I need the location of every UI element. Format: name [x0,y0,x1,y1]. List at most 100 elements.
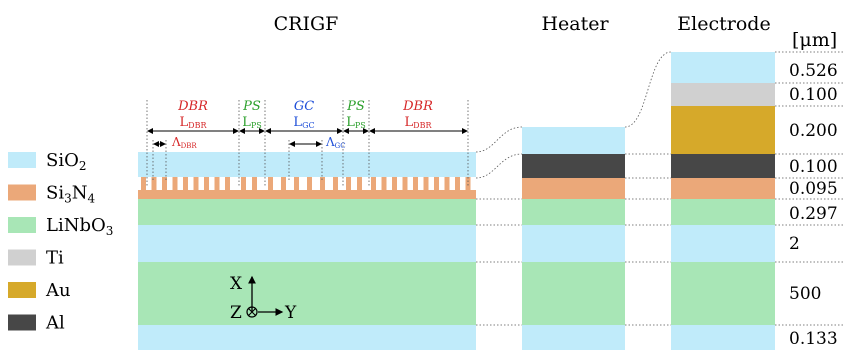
grating-tooth [307,177,312,191]
legend-swatch-al [8,314,36,331]
legend-swatch-si3n4 [8,184,36,201]
electrode-stack [671,52,775,350]
thickness-labels: 0.526 0.100 0.200 0.100 0.095 0.297 2 50… [789,61,838,349]
section-ps-left-length: LPS [242,115,262,130]
crigf-linbo3-substrate [138,262,476,325]
heater-sio2-bottom [522,325,625,350]
legend-label-al: Al [45,313,65,334]
grating-tooth [141,177,146,191]
legend-label-linbo3: LiNbO3 [46,215,113,238]
crigf-sio2-box [138,225,476,262]
period-gc-label: ΛGC [325,135,346,150]
thickness-sio2-top: 0.526 [789,61,838,81]
heater-title: Heater [541,13,609,35]
legend-label-sio2: SiO2 [46,150,87,173]
legend-swatch-sio2 [8,152,36,168]
heater-si3n4-layer [522,178,625,199]
grating-tooth [151,177,157,191]
heater-sio2-top [522,127,625,154]
grating-tooth [402,177,408,191]
legend-label-si3n4: Si3N4 [46,183,95,206]
thickness-linbo3-substrate: 500 [789,284,821,304]
electrode-sio2-bottom [671,325,775,350]
z-axis-out-icon [246,306,258,318]
layer-connector-lines [146,51,845,326]
electrode-sio2-top [671,52,775,83]
period-dbr-label: ΛDBR [171,135,197,150]
unit-label: [μm] [792,29,837,51]
crigf-title: CRIGF [274,13,339,35]
legend-label-au: Au [45,280,71,301]
grating-tooth [281,177,286,191]
electrode-au-layer [671,106,775,154]
grating-tooth [413,177,418,191]
section-ps-left-name: PS [242,99,261,114]
grating-tooth [381,177,387,191]
thickness-al: 0.100 [789,157,838,177]
legend-label-ti: Ti [46,248,64,269]
section-dbr-right-length: LDBR [405,115,433,130]
legend-swatch-ti [8,249,36,266]
crigf-sio2-cladding [138,152,476,177]
grating-tooth [172,177,178,191]
grating-tooth [225,177,230,191]
grating-tooth [444,177,450,191]
grating-tooth [241,177,246,191]
grating-tooth [294,177,299,191]
grating-tooth [357,177,362,191]
heater-al-layer [522,154,625,178]
section-dbr-left-name: DBR [177,99,208,114]
thickness-sio2-bottom: 0.133 [789,329,838,349]
axis-x-label: X [230,274,243,294]
coordinate-axes: X Z Y [230,274,297,323]
thickness-ti: 0.100 [789,85,838,105]
crigf-sio2-bottom [138,325,476,350]
electrode-al-layer [671,154,775,178]
electrode-linbo3-film [671,199,775,225]
electrode-linbo3-substrate [671,262,775,325]
heater-linbo3-film [522,199,625,225]
section-labels: DBR LDBR PS LPS GC LGC PS LPS DBR LDBR [177,99,433,130]
electrode-sio2-box [671,225,775,262]
axis-y-label: Y [284,303,297,323]
crigf-stack [138,152,476,350]
heater-stack [522,127,625,350]
thickness-linbo3-film: 0.297 [789,204,838,224]
grating-tooth [455,177,460,191]
crigf-si3n4-base [138,190,476,199]
section-ps-right-length: LPS [346,115,366,130]
section-gc-name: GC [294,99,314,114]
electrode-si3n4-layer [671,178,775,199]
legend-swatch-au [8,282,36,298]
electrode-title: Electrode [677,13,770,35]
grating-tooth [346,177,351,191]
thickness-au: 0.200 [789,121,838,141]
materials-legend: SiO2 Si3N4 LiNbO3 Ti Au Al [8,150,113,334]
crigf-grating-teeth [141,177,471,191]
grating-tooth [320,177,325,191]
grating-tooth [214,177,220,191]
grating-tooth [183,177,188,191]
grating-tooth [333,177,338,191]
crigf-linbo3-film [138,199,476,225]
axis-z-label: Z [230,303,242,323]
grating-tooth [423,177,429,191]
grating-tooth [252,177,257,191]
section-ps-right-name: PS [346,99,365,114]
grating-tooth [371,177,376,191]
thickness-si3n4: 0.095 [789,179,838,199]
section-dbr-right-name: DBR [402,99,433,114]
heater-sio2-box [522,225,625,262]
thickness-sio2-box: 2 [789,234,800,254]
electrode-ti-layer [671,83,775,106]
grating-tooth [434,177,439,191]
grating-tooth [193,177,199,191]
legend-swatch-linbo3 [8,217,36,233]
grating-tooth [204,177,209,191]
grating-tooth [268,177,273,191]
length-arrows [147,128,468,147]
grating-tooth [162,177,167,191]
section-dbr-left-length: LDBR [180,115,208,130]
grating-tooth [392,177,397,191]
